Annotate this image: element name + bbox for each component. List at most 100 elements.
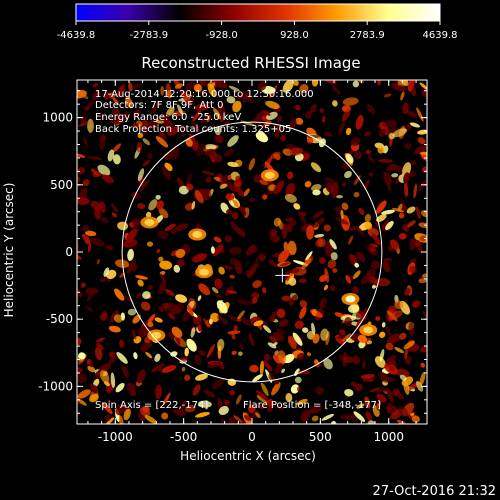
annotation-method-counts: Back Projection Total counts: 1.325+05 — [95, 124, 291, 135]
image-speckle — [397, 80, 409, 87]
image-speckle — [136, 369, 146, 384]
image-speckle — [212, 244, 224, 257]
image-speckle — [173, 303, 185, 313]
image-speckle — [299, 84, 309, 94]
image-speckle — [90, 168, 100, 177]
image-speckle — [239, 343, 244, 350]
image-speckle — [298, 211, 306, 224]
image-speckle — [99, 312, 108, 321]
image-speckle — [315, 386, 324, 395]
image-speckle — [140, 344, 149, 353]
image-speckle — [178, 400, 187, 413]
image-speckle — [133, 352, 138, 360]
image-speckle — [340, 209, 344, 220]
image-speckle — [224, 235, 233, 243]
image-speckle — [239, 205, 247, 216]
image-speckle — [348, 235, 354, 245]
annotations: 17-Aug-2014 12:20:16.000 to 12:30:16.000… — [95, 89, 381, 411]
image-speckle — [223, 265, 233, 270]
image-speckle — [77, 88, 89, 100]
image-speckle — [137, 279, 144, 287]
image-speckle — [228, 315, 240, 322]
image-speckle — [282, 223, 288, 239]
image-speckle — [181, 366, 186, 372]
image-speckle — [185, 183, 194, 191]
image-speckle — [231, 211, 239, 220]
image-speckle — [332, 268, 338, 273]
image-speckle — [147, 152, 153, 159]
image-speckle — [324, 177, 339, 186]
image-speckle — [278, 249, 290, 263]
image-speckle — [310, 162, 322, 173]
image-speckle — [397, 203, 403, 211]
image-speckle — [78, 352, 86, 360]
image-speckle — [422, 310, 427, 320]
image-speckle — [248, 332, 255, 347]
image-speckle — [304, 181, 312, 188]
image-speckle — [144, 415, 157, 424]
image-speckle — [233, 325, 238, 331]
image-speckle — [193, 141, 199, 151]
image-speckle — [195, 373, 208, 381]
image-speckle — [85, 230, 97, 237]
image-speckle — [352, 286, 359, 294]
image-speckle — [381, 322, 386, 328]
image-speckle — [206, 361, 222, 369]
image-speckle — [108, 92, 116, 99]
image-speckle — [348, 304, 360, 313]
image-speckle — [87, 118, 94, 133]
image-speckle — [126, 228, 138, 243]
image-speckle — [274, 363, 283, 375]
image-speckle — [100, 370, 110, 384]
image-speckle — [248, 157, 256, 171]
image-speckle — [288, 277, 297, 286]
image-speckle — [336, 195, 343, 199]
image-speckle — [176, 259, 185, 267]
image-speckle — [154, 353, 161, 362]
image-speckle — [160, 273, 166, 284]
image-speckle — [296, 398, 308, 406]
image-speckle — [98, 363, 112, 373]
image-speckle — [274, 350, 279, 355]
image-speckle — [77, 153, 86, 158]
image-speckle — [127, 248, 134, 261]
image-speckle — [255, 131, 269, 143]
image-speckle — [82, 224, 90, 232]
image-speckle — [312, 189, 321, 196]
image-speckle — [357, 334, 368, 344]
image-speckle — [162, 392, 171, 406]
image-speckle — [269, 228, 278, 237]
image-speckle — [236, 187, 245, 197]
image-speckle — [330, 252, 338, 261]
image-speckle — [205, 176, 212, 183]
image-speckle — [266, 400, 274, 413]
image-speckle — [236, 227, 246, 237]
image-speckle — [285, 393, 293, 403]
image-speckle — [273, 235, 281, 242]
image-speckle — [313, 217, 325, 228]
image-speckle — [398, 212, 405, 219]
image-speckle — [108, 355, 118, 364]
image-speckle — [341, 108, 351, 122]
image-speckle — [128, 82, 133, 92]
image-speckle — [272, 342, 278, 346]
image-speckle — [131, 329, 137, 340]
image-speckle — [407, 220, 416, 228]
annotation-detectors: Detectors: 7F 8F 9F, Att 0 — [95, 100, 223, 111]
image-speckle — [184, 404, 196, 413]
image-speckle — [352, 80, 360, 88]
image-speckle — [157, 114, 170, 122]
image-speckle — [217, 299, 223, 309]
image-speckle — [349, 226, 357, 232]
image-speckle — [300, 409, 311, 423]
x-tick-label: 500 — [309, 430, 332, 444]
image-speckle — [364, 131, 371, 137]
image-speckle — [319, 257, 326, 265]
image-speckle — [283, 354, 295, 364]
image-speckle — [170, 147, 180, 160]
image-speckle — [276, 308, 286, 319]
image-speckle — [364, 213, 372, 223]
image-speckle — [393, 85, 408, 92]
image-speckle — [334, 312, 344, 318]
